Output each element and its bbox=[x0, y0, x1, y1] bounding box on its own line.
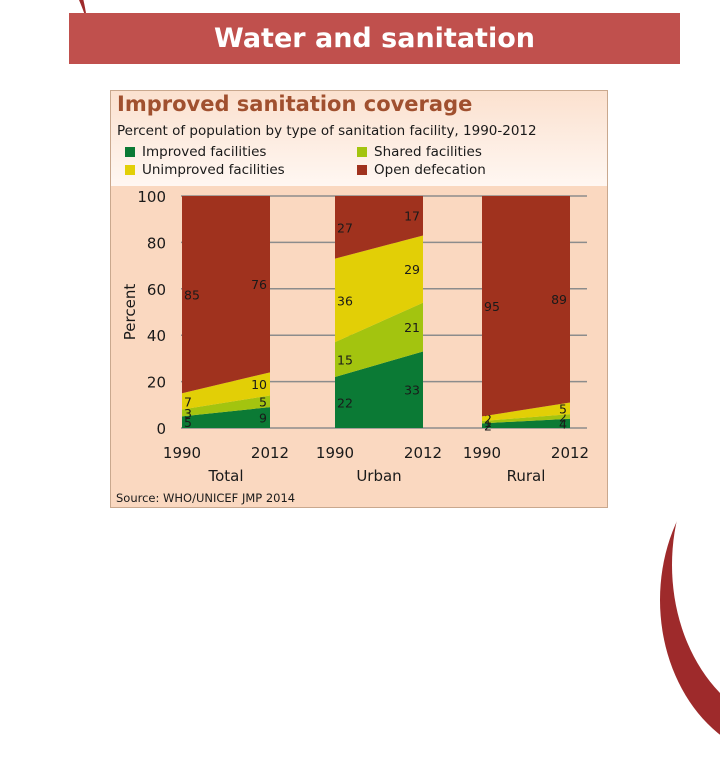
area-shared-facilities bbox=[182, 395, 270, 417]
area-shared-facilities bbox=[482, 414, 570, 424]
x-tick-label: 1990 bbox=[163, 444, 201, 462]
y-axis-label: Percent bbox=[121, 284, 139, 341]
legend-item: Open defecation bbox=[357, 162, 486, 178]
data-label: 21 bbox=[404, 320, 420, 335]
legend-item: Unimproved facilities bbox=[125, 162, 285, 178]
chart-source: Source: WHO/UNICEF JMP 2014 bbox=[116, 491, 296, 505]
data-label: 5 bbox=[259, 394, 267, 409]
area-open-defecation bbox=[335, 196, 423, 259]
data-label: 4 bbox=[559, 416, 567, 431]
data-label: 2 bbox=[484, 412, 492, 427]
data-label: 17 bbox=[404, 209, 420, 224]
legend-swatch bbox=[125, 165, 135, 175]
group-label: Rural bbox=[507, 467, 546, 485]
legend-swatch bbox=[125, 147, 135, 157]
area-open-defecation bbox=[182, 196, 270, 394]
data-label: 33 bbox=[404, 383, 420, 398]
data-label: 2 bbox=[559, 409, 567, 424]
group-label: Total bbox=[207, 467, 243, 485]
data-label: 3 bbox=[184, 406, 192, 421]
data-label: 85 bbox=[184, 288, 200, 303]
data-label: 27 bbox=[337, 220, 353, 235]
y-tick-label: 60 bbox=[147, 281, 166, 299]
data-label: 1 bbox=[484, 415, 492, 430]
chart-subtitle: Percent of population by type of sanitat… bbox=[117, 123, 537, 139]
legend-item: Shared facilities bbox=[357, 144, 482, 160]
data-label: 36 bbox=[337, 293, 353, 308]
x-tick-label: 2012 bbox=[551, 444, 589, 462]
y-tick-label: 40 bbox=[147, 327, 166, 345]
y-tick-label: 0 bbox=[156, 420, 166, 438]
area-unimproved-facilities bbox=[335, 235, 423, 343]
legend-swatch bbox=[357, 147, 367, 157]
data-label: 76 bbox=[251, 277, 267, 292]
area-open-defecation bbox=[482, 196, 570, 417]
x-tick-label: 1990 bbox=[463, 444, 501, 462]
data-label: 5 bbox=[559, 401, 567, 416]
area-shared-facilities bbox=[335, 302, 423, 377]
data-label: 29 bbox=[404, 262, 420, 277]
legend-item: Improved facilities bbox=[125, 144, 266, 160]
area-unimproved-facilities bbox=[182, 372, 270, 410]
x-tick-label: 2012 bbox=[251, 444, 289, 462]
data-label: 15 bbox=[337, 353, 353, 368]
slide-title: Water and sanitation bbox=[69, 13, 680, 64]
x-tick-label: 2012 bbox=[404, 444, 442, 462]
group-label: Urban bbox=[356, 467, 401, 485]
data-label: 10 bbox=[251, 377, 267, 392]
legend-swatch bbox=[357, 165, 367, 175]
data-label: 5 bbox=[184, 415, 192, 430]
y-tick-label: 80 bbox=[147, 234, 166, 252]
area-improved-facilities bbox=[482, 418, 570, 428]
data-label: 2 bbox=[484, 419, 492, 434]
area-improved-facilities bbox=[182, 407, 270, 428]
x-tick-label: 1990 bbox=[316, 444, 354, 462]
area-improved-facilities bbox=[335, 351, 423, 428]
data-label: 22 bbox=[337, 395, 353, 410]
data-label: 89 bbox=[551, 292, 567, 307]
area-unimproved-facilities bbox=[482, 402, 570, 422]
data-label: 9 bbox=[259, 411, 267, 426]
data-label: 95 bbox=[484, 299, 500, 314]
y-tick-label: 20 bbox=[147, 374, 166, 392]
data-label: 7 bbox=[184, 394, 192, 409]
y-tick-label: 100 bbox=[137, 188, 166, 206]
chart-title: Improved sanitation coverage bbox=[117, 92, 473, 116]
